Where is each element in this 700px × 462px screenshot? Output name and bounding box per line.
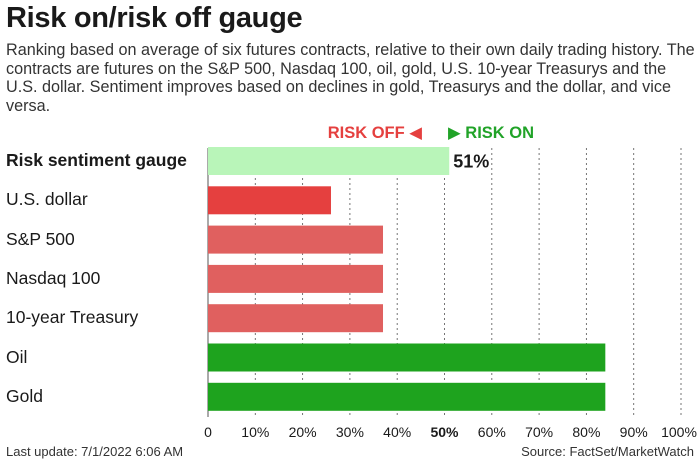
tick-label-90: 90% bbox=[620, 424, 648, 440]
risk-off-text: RISK OFF bbox=[327, 124, 405, 142]
category-label-6: Gold bbox=[6, 385, 43, 406]
bar-0 bbox=[208, 147, 450, 175]
data-label-0: 51% bbox=[453, 152, 489, 172]
tick-label-60: 60% bbox=[478, 424, 506, 440]
tick-label-100: 100% bbox=[661, 424, 697, 440]
category-label-3: Nasdaq 100 bbox=[6, 267, 101, 288]
tick-label-20: 20% bbox=[289, 424, 317, 440]
tick-label-0: 0 bbox=[204, 424, 212, 440]
category-label-2: S&P 500 bbox=[6, 228, 75, 249]
category-label-0: Risk sentiment gauge bbox=[6, 150, 187, 170]
chart-title: Risk on/risk off gauge bbox=[6, 2, 303, 34]
bar-4 bbox=[208, 304, 384, 333]
tick-label-10: 10% bbox=[241, 424, 269, 440]
tick-label-50: 50% bbox=[430, 424, 459, 440]
last-update: Last update: 7/1/2022 6:06 AM bbox=[6, 444, 184, 459]
tick-label-70: 70% bbox=[525, 424, 553, 440]
risk-off-label: RISK OFF ◀ bbox=[328, 123, 422, 143]
bar-3 bbox=[208, 264, 384, 293]
bar-2 bbox=[208, 225, 384, 254]
tick-label-30: 30% bbox=[336, 424, 364, 440]
tick-label-80: 80% bbox=[572, 424, 600, 440]
chart-subtitle: Ranking based on average of six futures … bbox=[6, 41, 695, 115]
bar-6 bbox=[208, 382, 606, 411]
triangle-right-icon: ▶ bbox=[448, 124, 461, 142]
tick-label-40: 40% bbox=[383, 424, 411, 440]
bar-1 bbox=[208, 186, 331, 215]
source-note: Source: FactSet/MarketWatch bbox=[521, 444, 694, 459]
category-label-1: U.S. dollar bbox=[6, 189, 88, 210]
bar-5 bbox=[208, 343, 606, 372]
risk-on-label: ▶ RISK ON bbox=[448, 123, 534, 143]
category-label-5: Oil bbox=[6, 346, 28, 367]
risk-on-text: RISK ON bbox=[465, 124, 535, 142]
category-label-4: 10-year Treasury bbox=[6, 307, 139, 328]
triangle-left-icon: ◀ bbox=[409, 124, 422, 142]
